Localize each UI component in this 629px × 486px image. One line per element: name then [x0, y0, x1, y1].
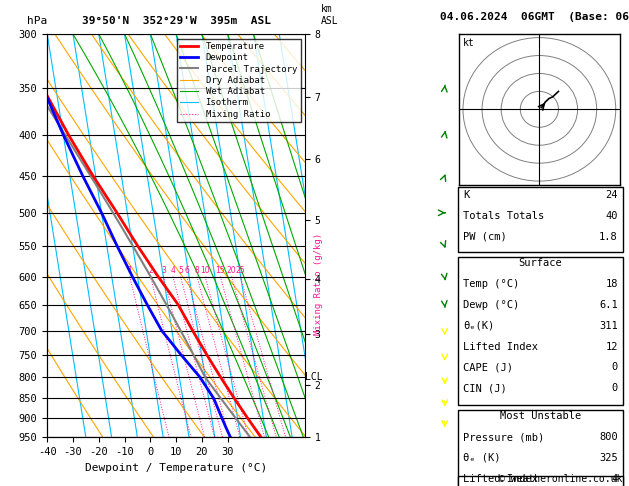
Text: 40: 40	[605, 211, 618, 221]
X-axis label: Dewpoint / Temperature (°C): Dewpoint / Temperature (°C)	[85, 463, 267, 473]
Text: θₑ (K): θₑ (K)	[463, 453, 500, 463]
Bar	[458, 257, 623, 405]
Text: CAPE (J): CAPE (J)	[463, 363, 513, 372]
Bar	[458, 476, 623, 486]
Text: © weatheronline.co.uk: © weatheronline.co.uk	[499, 473, 623, 484]
Text: kt: kt	[463, 37, 475, 48]
Text: 800: 800	[599, 432, 618, 442]
Text: 5: 5	[178, 265, 183, 275]
Bar	[458, 187, 623, 252]
Text: 3: 3	[161, 265, 166, 275]
Text: Pressure (mb): Pressure (mb)	[463, 432, 544, 442]
Text: LCL: LCL	[305, 372, 323, 382]
Text: km
ASL: km ASL	[321, 4, 338, 26]
Text: 20: 20	[226, 265, 237, 275]
Text: 04.06.2024  06GMT  (Base: 06): 04.06.2024 06GMT (Base: 06)	[440, 12, 629, 22]
Text: Dewp (°C): Dewp (°C)	[463, 300, 519, 310]
Text: Lifted Index: Lifted Index	[463, 342, 538, 351]
Text: Temp (°C): Temp (°C)	[463, 279, 519, 289]
Text: θₑ(K): θₑ(K)	[463, 321, 494, 330]
Text: 0: 0	[611, 363, 618, 372]
Text: Mixing Ratio (g/kg): Mixing Ratio (g/kg)	[314, 233, 323, 335]
Text: Totals Totals: Totals Totals	[463, 211, 544, 221]
Text: Most Unstable: Most Unstable	[499, 411, 581, 421]
Text: Surface: Surface	[518, 258, 562, 268]
Text: 25: 25	[235, 265, 245, 275]
Text: hPa: hPa	[26, 16, 47, 26]
Text: 0: 0	[611, 383, 618, 393]
Text: Lifted Index: Lifted Index	[463, 474, 538, 484]
Text: 8: 8	[194, 265, 199, 275]
Text: 4: 4	[170, 265, 175, 275]
Text: 4: 4	[611, 474, 618, 484]
Text: 6: 6	[184, 265, 189, 275]
Text: 24: 24	[605, 190, 618, 200]
Text: 2: 2	[148, 265, 153, 275]
Text: 1: 1	[127, 265, 132, 275]
Text: 311: 311	[599, 321, 618, 330]
Text: 325: 325	[599, 453, 618, 463]
Text: 18: 18	[605, 279, 618, 289]
Text: K: K	[463, 190, 469, 200]
Text: 1.8: 1.8	[599, 232, 618, 242]
Text: 39°50'N  352°29'W  395m  ASL: 39°50'N 352°29'W 395m ASL	[82, 16, 270, 26]
Bar	[458, 410, 623, 486]
Text: 12: 12	[605, 342, 618, 351]
Text: 15: 15	[216, 265, 225, 275]
Text: 10: 10	[201, 265, 210, 275]
Text: 6.1: 6.1	[599, 300, 618, 310]
Text: PW (cm): PW (cm)	[463, 232, 506, 242]
Text: CIN (J): CIN (J)	[463, 383, 506, 393]
Legend: Temperature, Dewpoint, Parcel Trajectory, Dry Adiabat, Wet Adiabat, Isotherm, Mi: Temperature, Dewpoint, Parcel Trajectory…	[177, 38, 301, 122]
